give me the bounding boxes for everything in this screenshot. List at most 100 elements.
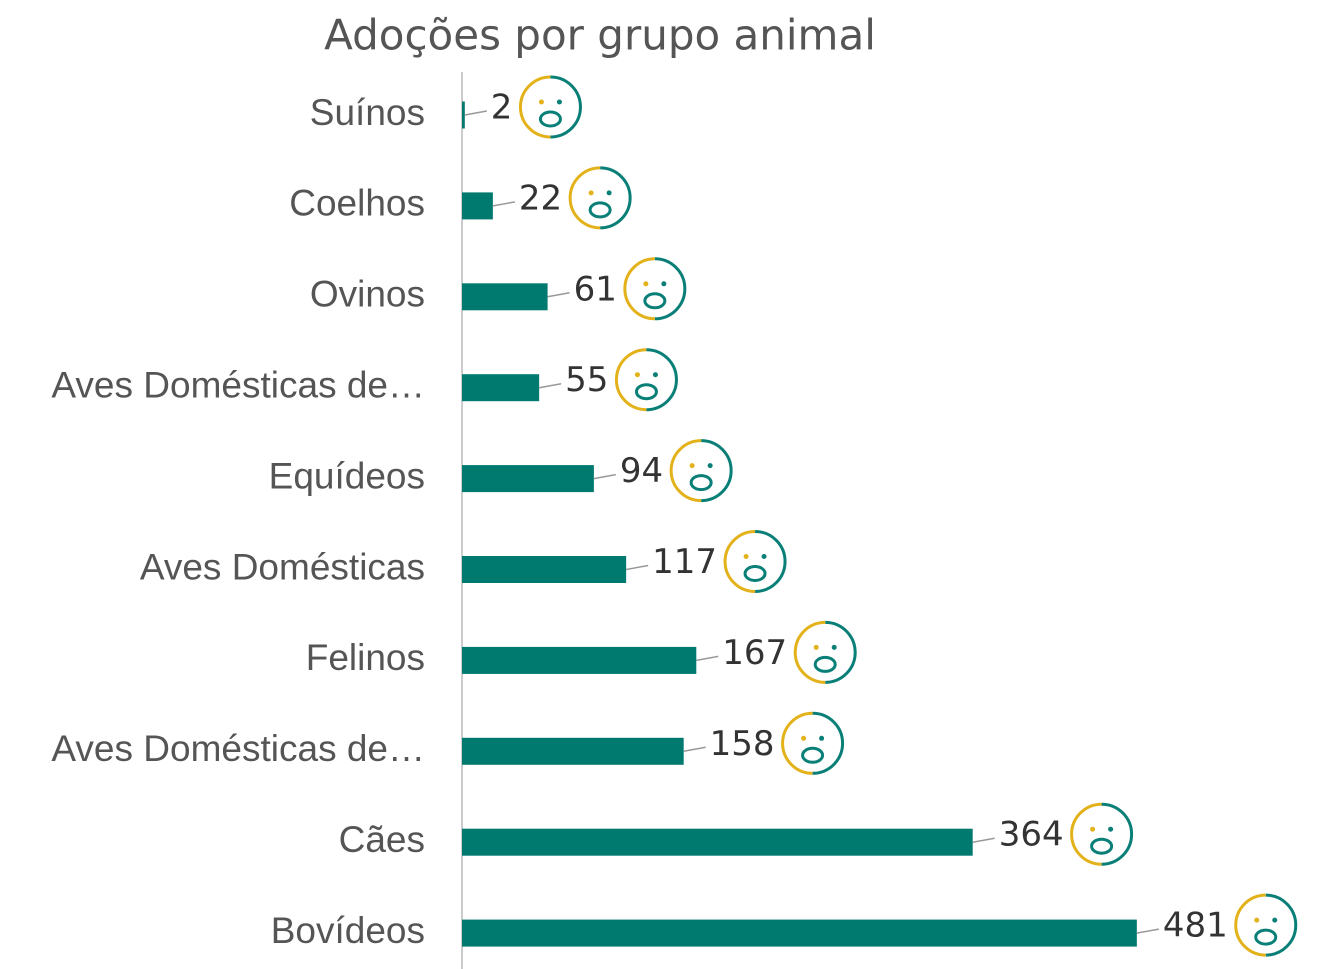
icon-part: [1108, 826, 1114, 832]
icon-part: [538, 99, 544, 105]
leader-line: [539, 382, 562, 389]
value-label: 55: [565, 360, 608, 400]
icon-part: [600, 166, 632, 230]
animal-icon: [723, 530, 787, 593]
y-tick-label: Aves Domésticas de…: [51, 728, 425, 769]
y-tick-label: Equídeos: [269, 455, 425, 496]
bar: [462, 192, 493, 220]
icon-part: [755, 530, 787, 593]
y-tick-label: Suínos: [310, 92, 425, 133]
leader-line: [696, 655, 719, 662]
icon-part: [652, 372, 658, 378]
icon-part: [813, 644, 819, 650]
icon-part: [1272, 917, 1278, 923]
bar: [462, 737, 684, 765]
icon-part: [723, 530, 756, 593]
leader-line: [547, 292, 570, 298]
icon-part: [781, 711, 813, 775]
icon-part: [812, 711, 844, 775]
animal-icon: [793, 620, 857, 684]
leader-line: [492, 201, 516, 207]
icon-part: [825, 620, 857, 684]
icon-part: [1070, 802, 1102, 866]
y-tick-label: Aves Domésticas: [140, 546, 425, 587]
value-label: 364: [999, 815, 1064, 855]
animal-icon: [615, 348, 678, 412]
icon-part: [689, 474, 713, 492]
icon-part: [643, 292, 667, 310]
chart-title: Adoções por grupo animal: [324, 11, 876, 60]
animal-icon: [1070, 802, 1134, 866]
animal-icon: [781, 711, 844, 775]
value-label: 481: [1163, 906, 1228, 946]
icon-part: [1090, 826, 1096, 832]
icon-part: [568, 166, 601, 230]
bar: [462, 465, 594, 493]
animal-icon: [1234, 893, 1298, 957]
icon-part: [761, 554, 767, 559]
bar: [462, 101, 465, 129]
value-label: 158: [710, 724, 775, 764]
icon-part: [1254, 917, 1260, 923]
icon-part: [606, 190, 612, 196]
bar: [462, 646, 697, 674]
leader-line: [626, 564, 649, 571]
icon-part: [538, 110, 562, 128]
icon-part: [1234, 893, 1266, 957]
icon-part: [556, 99, 562, 105]
icon-part: [615, 348, 647, 412]
leader-line: [593, 473, 617, 480]
icon-part: [831, 644, 837, 650]
icon-part: [707, 463, 713, 469]
icon-part: [519, 75, 551, 139]
icon-part: [1101, 802, 1134, 866]
value-label: 167: [722, 633, 787, 673]
value-label: 22: [519, 178, 562, 218]
icon-part: [634, 383, 658, 401]
leader-line: [1136, 928, 1159, 934]
icon-part: [588, 190, 594, 196]
y-tick-label: Aves Domésticas de…: [51, 364, 425, 405]
icon-part: [654, 257, 687, 321]
bar: [462, 828, 973, 856]
icon-part: [743, 554, 749, 559]
y-tick-label: Bovídeos: [271, 910, 425, 951]
bar: [462, 374, 540, 402]
bar: [462, 283, 548, 311]
icon-part: [743, 565, 767, 582]
icon-part: [793, 620, 826, 684]
icon-part: [1254, 928, 1278, 946]
icon-part: [646, 348, 678, 412]
icon-part: [623, 257, 655, 321]
icon-part: [550, 75, 582, 139]
animal-icon: [669, 439, 733, 503]
leader-line: [972, 837, 995, 843]
value-label: 94: [620, 451, 663, 491]
bar: [462, 556, 627, 583]
icon-part: [689, 463, 695, 469]
animal-icon: [568, 166, 632, 230]
icon-part: [661, 281, 667, 287]
y-tick-label: Felinos: [306, 637, 425, 678]
icon-part: [813, 655, 837, 673]
icon-part: [1265, 893, 1298, 957]
icon-part: [801, 735, 807, 741]
bar: [462, 919, 1137, 947]
icon-part: [801, 746, 825, 764]
icon-part: [669, 439, 702, 503]
icon-part: [701, 439, 733, 503]
icon-part: [1090, 837, 1114, 855]
leader-line: [464, 110, 487, 116]
icon-part: [634, 372, 640, 378]
value-label: 2: [491, 88, 513, 128]
y-tick-label: Cães: [339, 819, 425, 860]
animal-icon: [623, 257, 687, 321]
value-label: 117: [652, 542, 717, 582]
icon-part: [643, 281, 649, 287]
animal-icon: [519, 75, 582, 139]
y-tick-label: Ovinos: [310, 274, 425, 315]
value-label: 61: [574, 269, 617, 309]
icon-part: [819, 735, 825, 741]
y-tick-label: Coelhos: [289, 183, 425, 224]
